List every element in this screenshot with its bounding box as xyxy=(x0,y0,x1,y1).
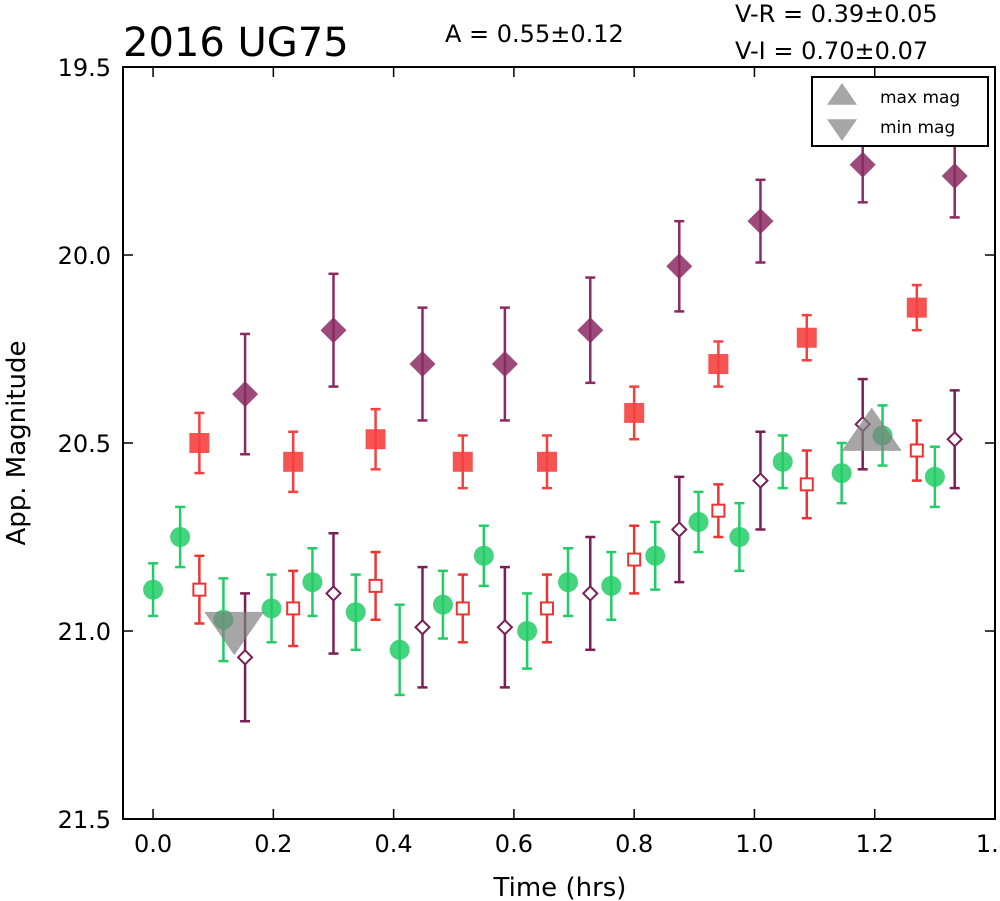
data-point xyxy=(192,582,207,597)
data-series-3 xyxy=(192,419,924,648)
data-point xyxy=(432,594,453,615)
y-tick-label: 20.5 xyxy=(58,430,111,458)
data-point xyxy=(409,351,436,378)
legend-min-icon xyxy=(827,119,857,141)
data-point xyxy=(389,639,410,660)
chart-header: 2016 UG75 A = 0.55±0.12 V-R = 0.39±0.05 … xyxy=(123,0,938,66)
data-series-4 xyxy=(232,125,968,456)
data-point xyxy=(365,429,386,450)
data-point xyxy=(581,584,599,602)
data-point xyxy=(286,601,301,616)
legend-entry: min mag xyxy=(827,118,955,141)
data-point xyxy=(455,601,470,616)
data-point xyxy=(627,552,642,567)
data-point xyxy=(345,602,366,623)
legend-label: min mag xyxy=(880,118,955,138)
data-point xyxy=(496,618,514,636)
legend: max mag min mag xyxy=(811,76,989,147)
amplitude-text: A = 0.55±0.12 xyxy=(445,20,624,48)
data-point xyxy=(320,317,347,344)
data-point xyxy=(577,317,604,344)
data-point xyxy=(670,521,688,538)
y-tick-label: 20.0 xyxy=(58,242,111,270)
axes: 0.0 0.2 0.4 0.6 0.8 1.0 1.2 1.4 19.5 20.0 20.5 21.0… xyxy=(58,54,1000,858)
data-point xyxy=(708,354,729,375)
chart-title: 2016 UG75 xyxy=(123,20,349,66)
y-tick-label: 19.5 xyxy=(58,54,111,82)
color-index-vi: V-I = 0.70±0.07 xyxy=(735,37,928,65)
legend-label: max mag xyxy=(880,88,960,108)
data-point xyxy=(688,511,709,532)
data-point xyxy=(624,402,645,423)
x-tick-label: 0.0 xyxy=(134,830,172,858)
data-series-1 xyxy=(143,404,945,697)
data-point xyxy=(236,648,254,666)
x-tick-label: 1.4 xyxy=(976,830,1000,858)
color-index-vr: V-R = 0.39±0.05 xyxy=(735,0,938,28)
x-tick-label: 0.4 xyxy=(375,830,413,858)
data-point xyxy=(517,621,538,641)
x-tick-label: 1.2 xyxy=(856,830,894,858)
data-point xyxy=(302,572,323,593)
data-point xyxy=(601,575,622,596)
data-point xyxy=(558,572,579,593)
data-point xyxy=(849,151,876,178)
data-point xyxy=(946,430,964,448)
data-point xyxy=(283,451,304,472)
data-point xyxy=(539,601,554,616)
data-point xyxy=(232,381,259,408)
data-point xyxy=(711,503,726,518)
x-tick-label: 0.8 xyxy=(615,830,653,858)
data-point xyxy=(666,253,693,280)
data-point xyxy=(645,545,666,566)
x-axis-label: Time (hrs) xyxy=(493,873,627,901)
data-point xyxy=(799,477,814,492)
data-point xyxy=(924,466,945,487)
data-point xyxy=(752,472,769,490)
data-point xyxy=(796,327,817,348)
legend-entry: max mag xyxy=(827,83,960,108)
data-point xyxy=(261,598,282,619)
data-point xyxy=(170,527,191,547)
x-tick-label: 0.6 xyxy=(495,830,533,858)
data-point xyxy=(747,208,774,235)
data-point xyxy=(491,351,518,378)
x-tick-label: 1.0 xyxy=(735,830,773,858)
data-point xyxy=(729,527,750,547)
data-point xyxy=(906,297,927,318)
data-point xyxy=(143,579,164,600)
data-point xyxy=(909,443,924,458)
data-series-5 xyxy=(236,377,964,723)
plot-area xyxy=(143,125,968,723)
min-mag-marker xyxy=(204,611,265,656)
data-point xyxy=(772,451,793,472)
data-point xyxy=(941,163,968,190)
max-mag-marker xyxy=(841,407,902,451)
x-tick-label: 0.2 xyxy=(254,830,292,858)
data-point xyxy=(536,451,557,472)
data-point xyxy=(325,584,342,602)
data-point xyxy=(368,578,383,593)
y-axis-label: App. Magnitude xyxy=(2,340,32,545)
y-tick-label: 21.5 xyxy=(58,806,111,834)
data-point xyxy=(473,545,494,566)
data-series-2 xyxy=(189,283,927,494)
data-point xyxy=(414,618,431,636)
legend-max-icon xyxy=(827,83,857,105)
data-point xyxy=(452,451,473,472)
data-point xyxy=(189,433,210,453)
y-tick-label: 21.0 xyxy=(58,618,111,646)
data-point xyxy=(831,463,852,484)
